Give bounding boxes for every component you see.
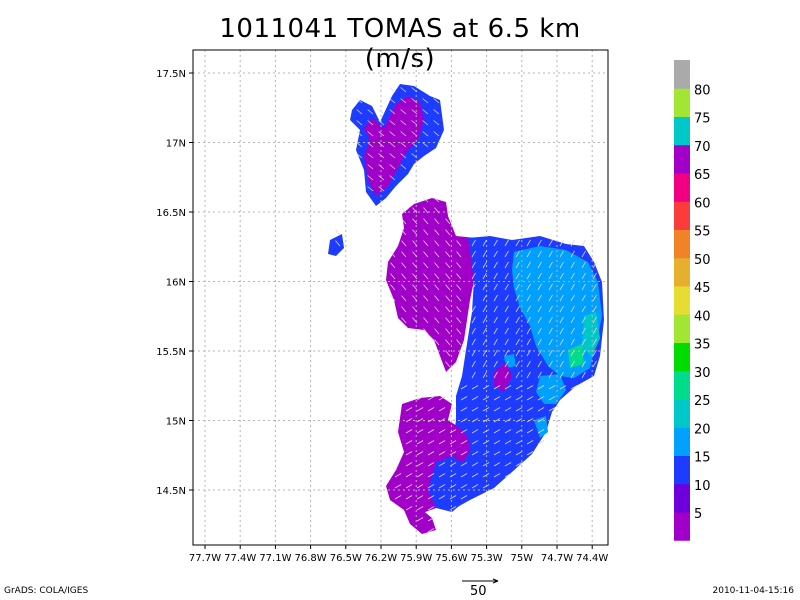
wind-speed-field [328,84,604,534]
colorbar-swatch [674,342,690,372]
map-title: 1011041 TOMAS at 6.5 km (m/s) [219,14,581,74]
colorbar-swatch [674,201,690,230]
colorbar-swatch [674,483,690,513]
colorbar-label: 15 [694,451,711,466]
colorbar-swatch [674,229,690,259]
reference-vector [462,578,499,584]
timestamp: 2010-11-04-15:16 [712,586,795,596]
wind-speed-region [582,312,600,356]
lon-tick-label: 76.5W [330,553,362,564]
wind-speed-region [404,508,436,534]
colorbar-label: 40 [694,309,711,324]
latitude-labels: 17.5N 17N 16.5N 16N 15.5N 15N 14.5N [156,69,193,497]
colorbar-label: 60 [694,196,711,211]
wind-speed-region [534,416,548,438]
colorbar-label: 20 [694,422,711,437]
wind-speed-region [494,362,512,392]
colorbar-swatch [674,427,690,456]
wind-speed-region [568,344,584,368]
colorbar-swatch [674,144,690,174]
colorbar-label: 75 [694,112,711,127]
lon-tick-label: 77.7W [189,553,221,564]
colorbar-swatch [674,173,690,202]
grads-credit: GrADS: COLA/IGES [4,586,89,596]
colorbar-label: 30 [694,366,711,381]
lon-tick-label: 76.8W [295,553,327,564]
wind-speed-region [428,456,470,512]
colorbar-label: 50 [694,253,711,268]
wind-vectors [335,87,597,533]
wind-speed-region [386,198,478,372]
wind-speed-region [328,234,344,256]
lat-lon-grid [193,50,608,545]
colorbar-label: 5 [694,507,702,522]
lat-tick-label: 16N [166,278,186,289]
colorbar-swatch [674,314,690,343]
lat-tick-label: 14.5N [156,486,186,497]
lon-tick-label: 75W [510,553,533,564]
colorbar-swatch [674,257,690,287]
colorbar-swatch [674,370,690,400]
colorbar-swatch [674,88,690,117]
colorbar-label: 10 [694,479,711,494]
colorbar-label: 45 [694,281,711,296]
colorbar-swatch [674,116,690,146]
colorbar-label: 80 [694,83,711,98]
lat-tick-label: 15N [166,417,186,428]
colorbar-label: 65 [694,168,711,183]
lon-tick-label: 74.7W [541,553,573,564]
longitude-labels: 77.7W 77.4W 77.1W 76.8W 76.5W 76.2W 75.9W 75.6W… [189,545,608,564]
colorbar-swatch [674,455,690,485]
colorbar-swatch [674,512,690,541]
colorbar-label: 70 [694,140,711,155]
lon-tick-label: 74.4W [576,553,608,564]
colorbar: 5 10 15 20 25 30 35 40 45 50 55 60 65 70 75 80 [674,60,711,541]
map-frame [192,49,609,546]
lat-tick-label: 15.5N [156,347,186,358]
colorbar-label: 55 [694,225,711,240]
colorbar-swatch [674,286,690,315]
lat-tick-label: 16.5N [156,208,186,219]
lon-tick-label: 77.4W [224,553,256,564]
colorbar-swatch [674,399,690,428]
lat-tick-label: 17.5N [156,69,186,80]
reference-vector-label: 50 [470,584,487,599]
lon-tick-label: 75.6W [435,553,467,564]
lat-tick-label: 17N [166,139,186,150]
lon-tick-label: 76.2W [365,553,397,564]
lon-tick-label: 77.1W [259,553,291,564]
colorbar-label: 35 [694,338,711,353]
colorbar-label: 25 [694,394,711,409]
colorbar-swatch [674,60,690,89]
lon-tick-label: 75.3W [471,553,503,564]
lon-tick-label: 75.9W [400,553,432,564]
